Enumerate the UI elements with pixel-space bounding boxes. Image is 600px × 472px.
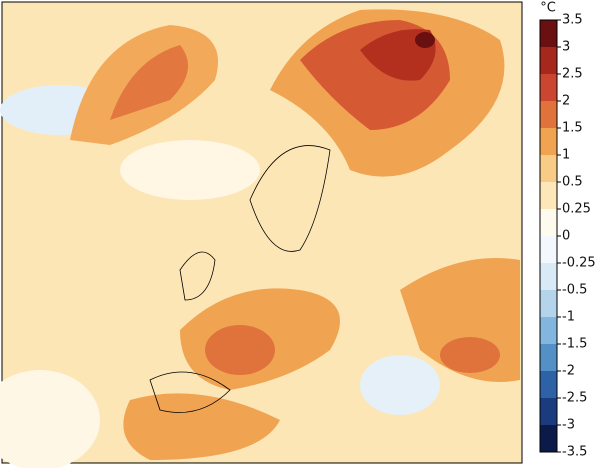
colorbar-segment	[540, 47, 557, 75]
warm-area	[123, 393, 280, 460]
colorbar-segment	[540, 344, 557, 372]
warm-area	[415, 32, 435, 48]
coastline	[149, 145, 331, 413]
colorbar-segment	[540, 128, 557, 156]
colorbar-segment	[540, 155, 557, 183]
colorbar-segment	[540, 182, 557, 210]
colorbar-segment	[540, 20, 557, 48]
colorbar-segment	[540, 74, 557, 102]
colorbar-tick-label: -3.5	[562, 445, 587, 460]
warm-area	[205, 325, 275, 375]
colorbar-unit: °C	[540, 1, 556, 16]
colorbar-tick-label: 2	[562, 94, 570, 109]
cool-area	[360, 355, 440, 415]
colorbar-tick-label: -1	[562, 310, 575, 325]
colorbar-segment	[540, 209, 557, 237]
colorbar-segment	[540, 101, 557, 129]
colorbar-tick-label: 0	[562, 229, 570, 244]
colorbar-tick-label: 0.25	[562, 202, 591, 217]
map	[0, 1, 523, 470]
colorbar-tick-label: 2.5	[562, 67, 583, 82]
colorbar-segment	[540, 317, 557, 345]
warm-area	[120, 140, 260, 200]
colorbar-tick-label: -2.5	[562, 391, 587, 406]
colorbar-tick-label: -2	[562, 364, 575, 379]
colorbar-tick-label: 1	[562, 148, 570, 163]
colorbar-tick-label: 3	[562, 40, 570, 55]
colorbar-segment	[540, 290, 557, 318]
warm-area	[110, 45, 188, 120]
colorbar-tick-label: -0.25	[562, 256, 596, 271]
colorbar-tick-label: 0.5	[562, 175, 583, 190]
colorbar-segment	[540, 425, 557, 453]
colorbar-segment	[540, 398, 557, 426]
colorbar-segment	[540, 236, 557, 264]
colorbar-segment	[540, 263, 557, 291]
warm-area	[440, 337, 500, 373]
colorbar-tick-label: -1.5	[562, 337, 587, 352]
colorbar-tick-label: 3.5	[562, 13, 583, 28]
warm-area	[0, 370, 100, 470]
colorbar-tick-label: -3	[562, 418, 575, 433]
colorbar-tick-label: -0.5	[562, 283, 587, 298]
colorbar-segment	[540, 371, 557, 399]
colorbar-tick-label: 1.5	[562, 121, 583, 136]
